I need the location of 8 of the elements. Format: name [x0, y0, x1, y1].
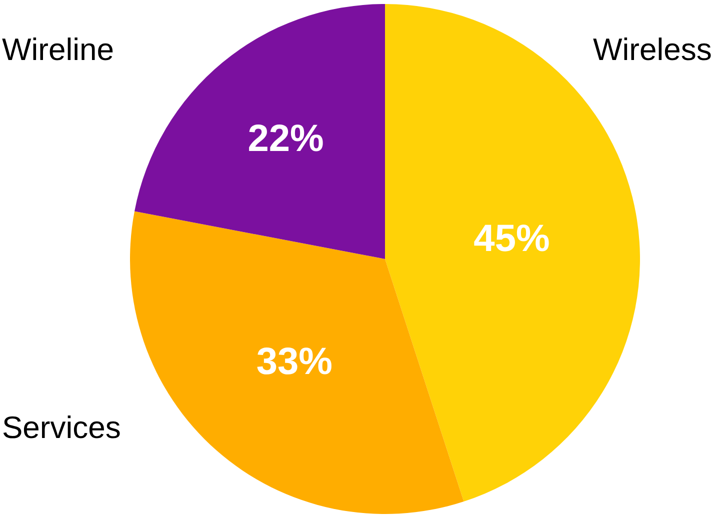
slice-label: Services — [2, 410, 121, 445]
data-label: 33% — [256, 340, 332, 383]
pie-slice — [130, 211, 464, 514]
pie-slice — [134, 4, 385, 259]
data-label: 45% — [474, 218, 550, 260]
data-label: 22% — [248, 118, 324, 160]
slice-label: Wireline — [2, 32, 114, 67]
slice-label: Wireless — [593, 32, 712, 67]
